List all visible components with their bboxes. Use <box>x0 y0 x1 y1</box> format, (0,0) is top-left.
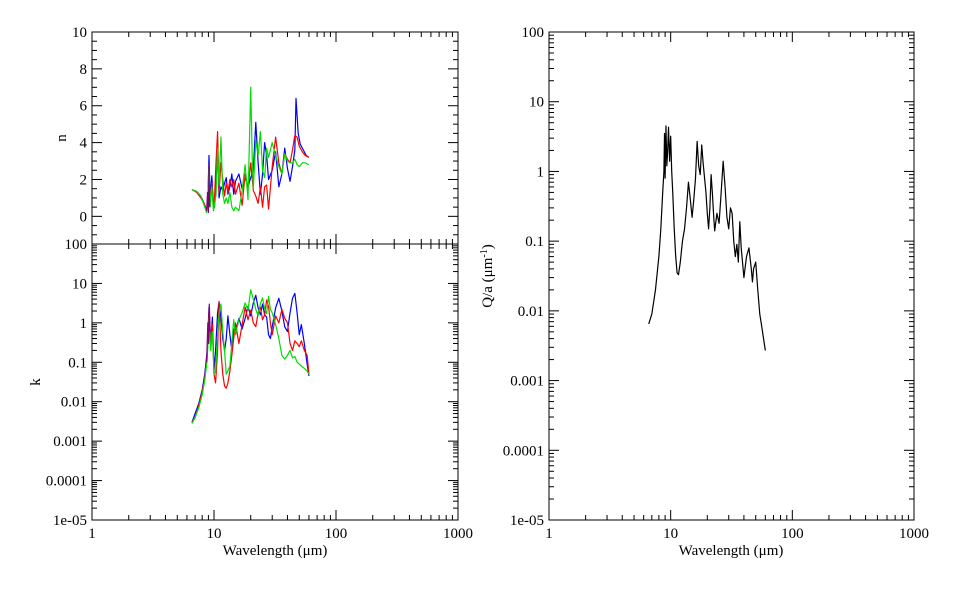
q-y-tick-label: 1e-05 <box>510 513 544 529</box>
q-y-tick-label: 0.1 <box>525 234 544 250</box>
axis-ticks <box>91 31 915 521</box>
q-x-tick-label: 10 <box>663 526 678 542</box>
series-layer <box>191 86 766 424</box>
k-x-tick-label: 100 <box>325 526 348 542</box>
k-panel-frame <box>91 243 459 521</box>
q-y-tick-label: 1 <box>537 164 545 180</box>
n-y-tick-label: 0 <box>80 209 88 225</box>
q-x-tick-label: 1 <box>545 526 553 542</box>
n-y-tick-label: 2 <box>80 172 88 188</box>
n-y-tick-label: 8 <box>80 62 88 78</box>
q-y-tick-label: 10 <box>529 95 544 111</box>
n-series-line-3 <box>206 164 211 214</box>
tick-labels: 0 2 4 6 8 10 1 10 100 1000 1e-05 0.0001 0.001 0.01 0.1… <box>46 25 929 542</box>
n-y-tick-label: 4 <box>80 136 88 152</box>
n-axis-title: n <box>54 134 70 142</box>
k-y-tick-label: 0.001 <box>53 434 87 450</box>
k-series-line-3 <box>206 303 211 363</box>
n-y-tick-label: 10 <box>72 25 87 41</box>
q-series-line-0 <box>648 125 766 351</box>
k-x-tick-label: 1000 <box>443 526 473 542</box>
q-y-tick-label: 0.01 <box>518 304 544 320</box>
q-axis-title-close: ) <box>480 244 496 249</box>
q-y-tick-label: 0.0001 <box>503 443 544 459</box>
q-y-tick-label: 0.001 <box>510 374 544 390</box>
q-axis-title-sup: -1 <box>479 249 490 257</box>
k-y-tick-label: 10 <box>72 276 87 292</box>
q-x-tick-label: 100 <box>781 526 804 542</box>
q-x-axis-title: Wavelength (μm) <box>679 543 784 559</box>
k-x-tick-label: 1 <box>88 526 96 542</box>
k-y-tick-label: 100 <box>65 237 88 253</box>
k-y-tick-label: 1 <box>80 316 88 332</box>
k-x-axis-title: Wavelength (μm) <box>223 543 328 559</box>
q-axis-title-main: Q/a (μm <box>480 257 496 307</box>
k-y-tick-label: 0.1 <box>68 355 87 371</box>
k-x-tick-label: 10 <box>207 526 222 542</box>
k-y-tick-label: 0.0001 <box>46 474 87 490</box>
n-series-line-2 <box>191 86 310 214</box>
q-x-tick-label: 1000 <box>899 526 929 542</box>
k-y-tick-label: 1e-05 <box>53 513 87 529</box>
k-series-line-2 <box>191 289 310 424</box>
k-y-tick-label: 0.01 <box>61 395 87 411</box>
n-y-tick-label: 6 <box>80 99 88 115</box>
q-y-tick-label: 100 <box>522 25 545 41</box>
q-panel-frame <box>548 31 915 521</box>
k-axis-title: k <box>28 378 44 386</box>
q-axis-title: Q/a (μm-1) <box>479 244 497 307</box>
